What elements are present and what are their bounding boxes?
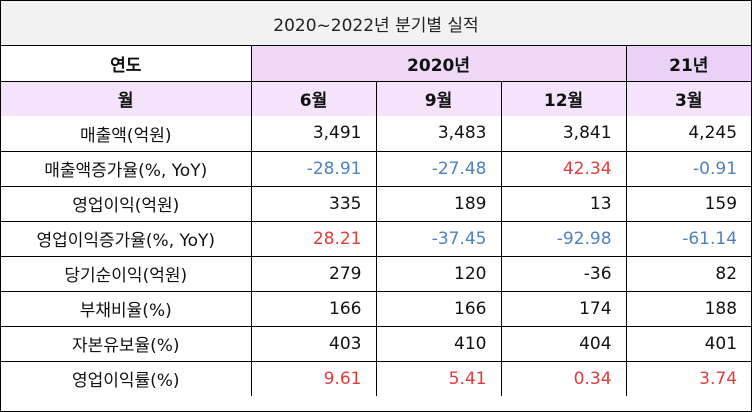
value-cell: 401 bbox=[625, 325, 752, 362]
value-cell: 188 bbox=[625, 290, 752, 327]
header-year-2021: 21년 bbox=[625, 46, 752, 82]
value-cell: 403 bbox=[250, 325, 377, 362]
table-row: 매출액증가율(%, YoY) -28.91 -27.48 42.34 -0.91 bbox=[1, 150, 752, 187]
value-cell: 166 bbox=[250, 290, 377, 327]
quarterly-results-table: 연도 2020년 21년 월 6월 9월 12월 3월 매출액(억원) 3,491… bbox=[1, 46, 752, 396]
header-month-dec: 12월 bbox=[500, 80, 627, 116]
value-cell: -36 bbox=[500, 255, 627, 292]
header-row-month: 월 6월 9월 12월 3월 bbox=[1, 80, 752, 116]
row-label: 부채비율(%) bbox=[1, 290, 252, 327]
value-cell: 5.41 bbox=[375, 360, 502, 396]
row-label: 매출액증가율(%, YoY) bbox=[1, 150, 252, 187]
value-cell: 120 bbox=[375, 255, 502, 292]
value-cell: -92.98 bbox=[500, 220, 627, 257]
value-cell: 3.74 bbox=[625, 360, 752, 396]
value-cell: 174 bbox=[500, 290, 627, 327]
value-cell: -61.14 bbox=[625, 220, 752, 257]
value-cell: 3,483 bbox=[375, 116, 502, 152]
header-month-label: 월 bbox=[1, 80, 252, 116]
table-row: 영업이익률(%) 9.61 5.41 0.34 3.74 bbox=[1, 360, 752, 396]
row-label: 매출액(억원) bbox=[1, 116, 252, 152]
value-cell: 189 bbox=[375, 185, 502, 222]
table-row: 부채비율(%) 166 166 174 188 bbox=[1, 290, 752, 327]
value-cell: 4,245 bbox=[625, 116, 752, 152]
value-cell: 404 bbox=[500, 325, 627, 362]
table-title: 2020~2022년 분기별 실적 bbox=[1, 1, 751, 46]
value-cell: 9.61 bbox=[250, 360, 377, 396]
table-row: 영업이익(억원) 335 189 13 159 bbox=[1, 185, 752, 222]
value-cell: 159 bbox=[625, 185, 752, 222]
value-cell: 279 bbox=[250, 255, 377, 292]
value-cell: 82 bbox=[625, 255, 752, 292]
table-row: 매출액(억원) 3,491 3,483 3,841 4,245 bbox=[1, 116, 752, 152]
value-cell: 0.34 bbox=[500, 360, 627, 396]
value-cell: 28.21 bbox=[250, 220, 377, 257]
value-cell: 166 bbox=[375, 290, 502, 327]
header-row-year: 연도 2020년 21년 bbox=[1, 46, 752, 82]
row-label: 영업이익률(%) bbox=[1, 360, 252, 396]
table-row: 자본유보율(%) 403 410 404 401 bbox=[1, 325, 752, 362]
value-cell: -28.91 bbox=[250, 150, 377, 187]
value-cell: 3,841 bbox=[500, 116, 627, 152]
value-cell: -37.45 bbox=[375, 220, 502, 257]
value-cell: -27.48 bbox=[375, 150, 502, 187]
header-year-2020: 2020년 bbox=[250, 46, 627, 82]
row-label: 영업이익증가율(%, YoY) bbox=[1, 220, 252, 257]
header-month-mar: 3월 bbox=[625, 80, 752, 116]
value-cell: -0.91 bbox=[625, 150, 752, 187]
header-month-sep: 9월 bbox=[375, 80, 502, 116]
value-cell: 410 bbox=[375, 325, 502, 362]
value-cell: 335 bbox=[250, 185, 377, 222]
row-label: 당기순이익(억원) bbox=[1, 255, 252, 292]
table-row: 당기순이익(억원) 279 120 -36 82 bbox=[1, 255, 752, 292]
header-year-label: 연도 bbox=[1, 46, 252, 82]
value-cell: 3,491 bbox=[250, 116, 377, 152]
value-cell: 13 bbox=[500, 185, 627, 222]
header-month-jun: 6월 bbox=[250, 80, 377, 116]
table-row: 영업이익증가율(%, YoY) 28.21 -37.45 -92.98 -61.14 bbox=[1, 220, 752, 257]
value-cell: 42.34 bbox=[500, 150, 627, 187]
row-label: 자본유보율(%) bbox=[1, 325, 252, 362]
row-label: 영업이익(억원) bbox=[1, 185, 252, 222]
